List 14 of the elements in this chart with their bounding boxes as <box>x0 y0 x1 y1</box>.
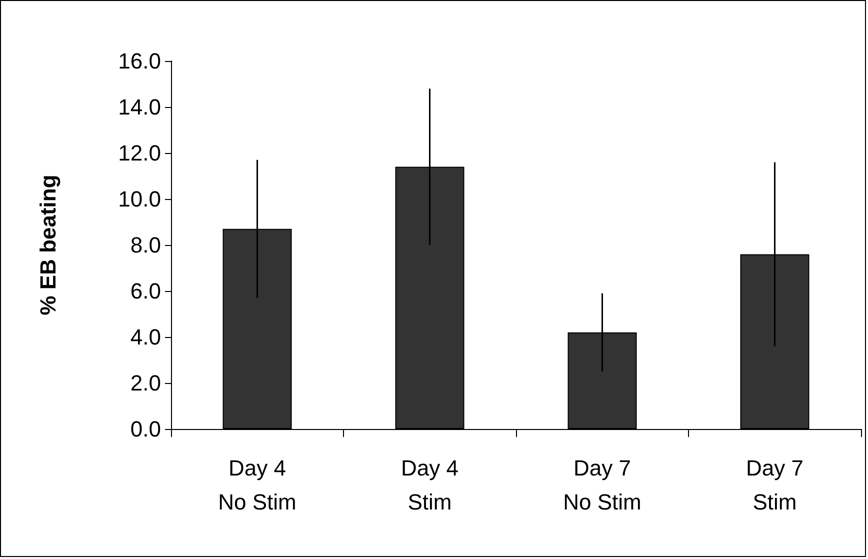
y-tick-label: 10.0 <box>118 186 161 212</box>
y-tick-label: 0.0 <box>130 416 161 442</box>
x-tick-label: Day 7 No Stim <box>563 456 642 514</box>
y-tick-label: 2.0 <box>130 370 161 396</box>
y-tick-label: 4.0 <box>130 324 161 350</box>
y-tick-label: 14.0 <box>118 94 161 120</box>
x-tick-label: Day 7 Stim <box>746 456 804 514</box>
y-tick-label: 8.0 <box>130 232 161 258</box>
y-tick-label: 16.0 <box>118 48 161 74</box>
y-tick-label: 12.0 <box>118 140 161 166</box>
x-tick-label: Day 4 No Stim <box>218 456 296 514</box>
x-tick-label: Day 4 Stim <box>401 456 458 514</box>
y-tick-label: 6.0 <box>130 278 161 304</box>
y-axis-title: % EB beating <box>36 174 60 316</box>
